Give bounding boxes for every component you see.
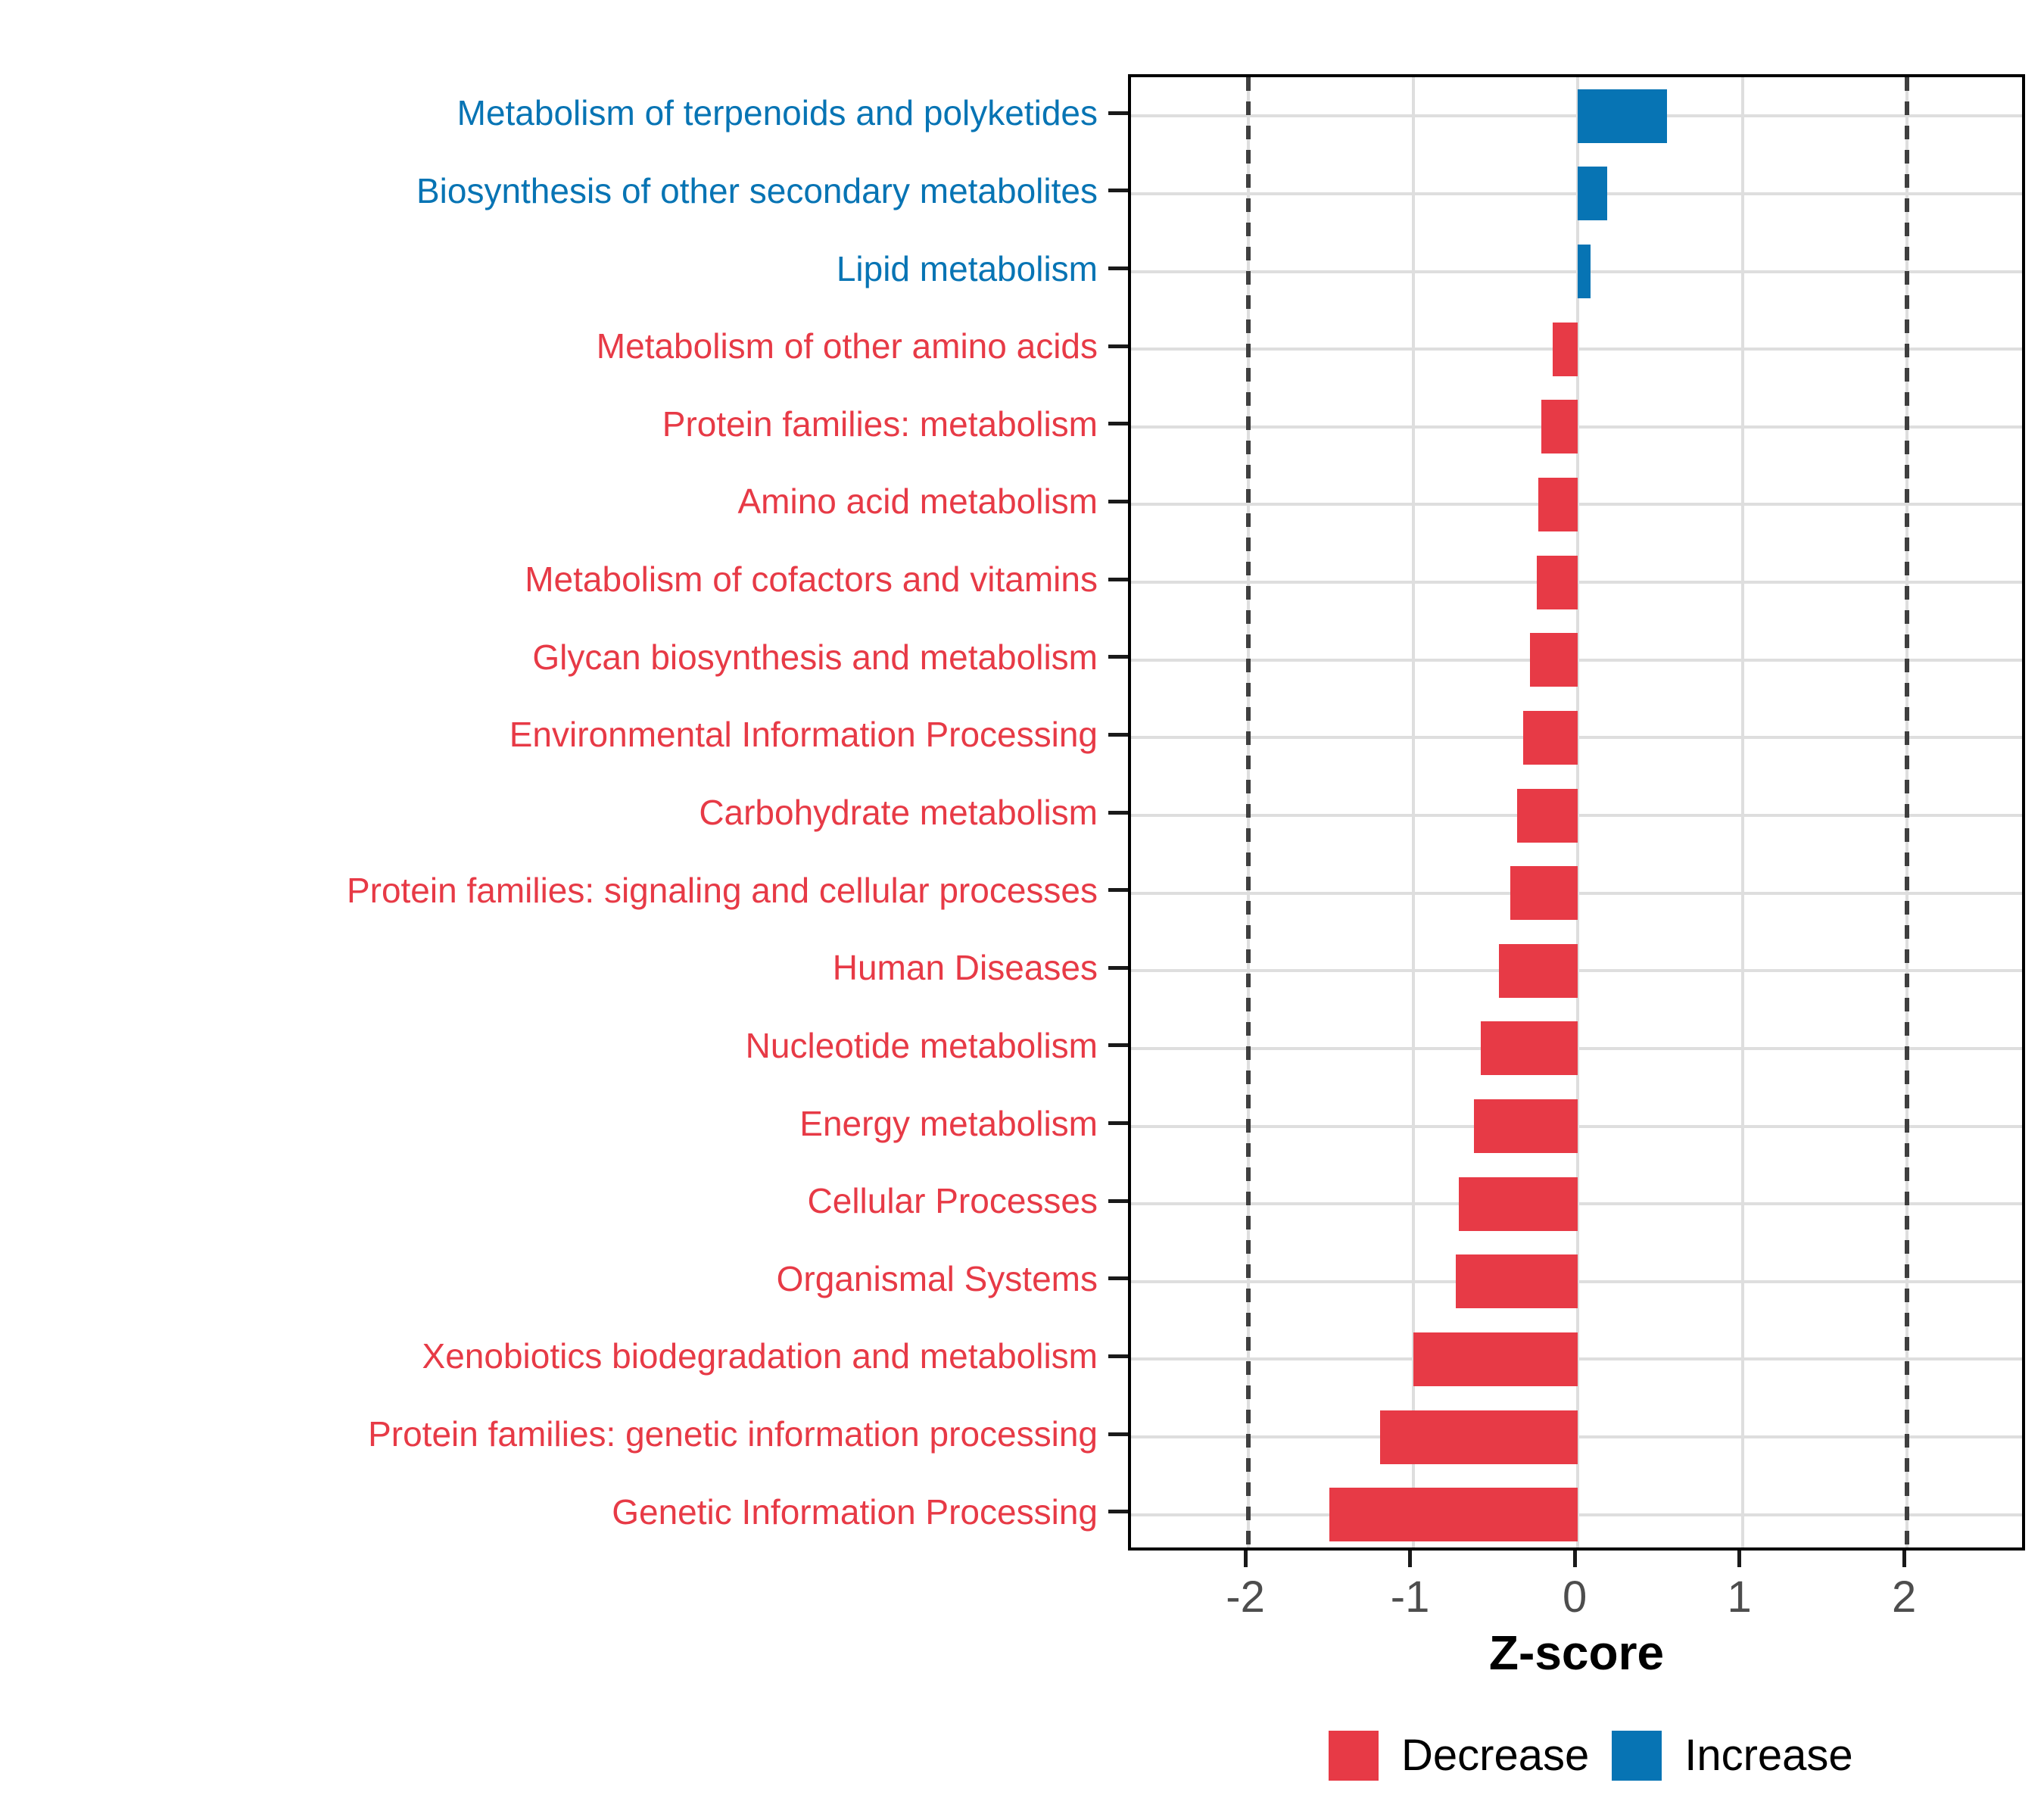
y-axis-label: Glycan biosynthesis and metabolism [532,637,1098,677]
y-axis-label: Metabolism of terpenoids and polyketides [456,93,1098,133]
bar [1538,477,1578,531]
y-axis-label: Protein families: genetic information pr… [368,1414,1098,1454]
y-axis-tick [1108,1510,1128,1514]
y-axis-tick [1108,1043,1128,1048]
y-axis-label: Lipid metabolism [836,248,1098,288]
decrease-legend-swatch [1329,1730,1379,1781]
y-axis-label: Protein families: signaling and cellular… [346,870,1098,910]
y-axis-label: Metabolism of other amino acids [596,326,1098,366]
y-axis-tick [1108,344,1128,348]
x-axis-tick-label: 2 [1891,1572,1917,1622]
bar [1510,866,1578,921]
y-axis-tick [1108,810,1128,815]
y-axis-tick [1108,1432,1128,1436]
x-gridline [1411,77,1415,1547]
x-axis-tick [1408,1551,1413,1567]
bar [1459,1177,1578,1231]
y-axis-tick [1108,111,1128,115]
y-axis-tick [1108,655,1128,659]
y-axis-label: Carbohydrate metabolism [699,793,1098,832]
x-axis-tick-label: 1 [1727,1572,1752,1622]
y-gridline [1131,192,2022,195]
y-axis-label: Organismal Systems [776,1258,1098,1298]
y-axis-label: Energy metabolism [799,1103,1098,1143]
y-axis-tick [1108,732,1128,737]
y-axis-tick [1108,266,1128,271]
bar [1413,1332,1578,1386]
x-gridline [1576,77,1580,1547]
bar [1541,400,1578,454]
x-axis-tick-label: -2 [1226,1572,1265,1622]
reference-line [1246,77,1251,1547]
decrease-legend-label: Decrease [1401,1731,1590,1780]
y-axis-tick [1108,888,1128,893]
y-axis-label: Metabolism of cofactors and vitamins [525,559,1098,600]
bar [1578,245,1591,299]
y-axis-label: Genetic Information Processing [612,1491,1098,1532]
x-axis-tick [1902,1551,1906,1567]
y-gridline [1131,114,2022,118]
legend-item: Increase [1612,1730,1853,1781]
y-gridline [1131,270,2022,273]
y-axis-tick [1108,577,1128,581]
y-axis-tick [1108,1121,1128,1126]
bar [1536,555,1578,609]
y-axis-label: Human Diseases [832,948,1098,988]
x-axis-tick-label: -1 [1390,1572,1430,1622]
y-axis-label: Amino acid metabolism [737,482,1098,522]
x-axis-tick [1243,1551,1248,1567]
bar [1578,89,1667,143]
bar [1553,322,1578,376]
bar [1329,1488,1578,1542]
y-axis-label: Protein families: metabolism [662,404,1098,444]
plot-panel [1128,74,2025,1551]
y-axis-tick [1108,422,1128,426]
x-axis-tick-label: 0 [1562,1572,1588,1622]
y-axis-label: Xenobiotics biodegradation and metabolis… [422,1336,1098,1376]
x-axis-tick [1572,1551,1577,1567]
y-axis-label: Cellular Processes [807,1181,1098,1221]
y-axis-tick [1108,965,1128,970]
x-axis-tick [1737,1551,1742,1567]
bar [1523,710,1578,765]
legend: Decrease Increase [1329,1730,1853,1781]
bar [1516,788,1578,843]
y-axis-tick [1108,1276,1128,1281]
x-gridline [1740,77,1744,1547]
reference-line [1905,77,1910,1547]
bar [1456,1254,1578,1309]
bar [1530,633,1578,687]
y-axis-label: Nucleotide metabolism [745,1025,1098,1065]
y-axis-tick [1108,189,1128,193]
y-axis-label: Environmental Information Processing [509,715,1098,755]
y-axis-label: Biosynthesis of other secondary metaboli… [416,170,1098,210]
bar [1380,1410,1578,1464]
bar [1498,943,1578,998]
bar [1474,1099,1578,1154]
x-axis-title: Z-score [1488,1625,1665,1680]
y-axis-tick [1108,1198,1128,1203]
legend-item: Decrease [1329,1730,1589,1781]
bar [1578,167,1608,221]
y-axis-tick [1108,499,1128,503]
increase-legend-swatch [1612,1730,1662,1781]
increase-legend-label: Increase [1684,1731,1853,1780]
bar [1480,1021,1578,1076]
y-axis-tick [1108,1354,1128,1358]
